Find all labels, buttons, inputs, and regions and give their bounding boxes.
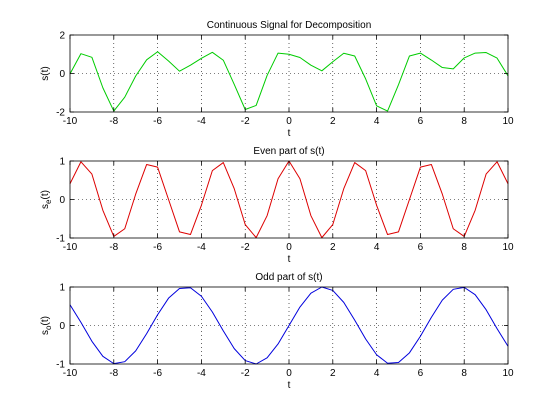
x-tick-label: -2 — [241, 116, 250, 127]
y-axis-label: s(t) — [40, 66, 51, 80]
y-tick-label: 2 — [59, 31, 65, 42]
y-tick-label: -2 — [56, 108, 65, 119]
x-tick-label: 8 — [461, 368, 467, 379]
x-tick-label: 6 — [418, 368, 424, 379]
x-tick-label: -2 — [241, 368, 250, 379]
x-tick-label: 6 — [418, 242, 424, 253]
y-tick-label: 0 — [59, 69, 65, 80]
x-tick-label: -4 — [197, 368, 206, 379]
x-tick-label: 2 — [330, 368, 336, 379]
series-line — [69, 286, 509, 365]
x-tick-label: 0 — [286, 242, 292, 253]
x-tick-label: -8 — [109, 116, 118, 127]
x-tick-label: 8 — [461, 116, 467, 127]
y-tick-label: 0 — [59, 195, 65, 206]
subplot-1: -10 -8 -6 -4 -2 0 2 4 6 8 10 -2 0 2 Continuous Signal … — [40, 20, 514, 139]
x-tick-label: -10 — [63, 368, 78, 379]
y-axis-label: so(t) — [40, 316, 53, 335]
x-tick-label: -4 — [197, 242, 206, 253]
y-tick-label: 1 — [59, 157, 65, 168]
y-tick-label: -1 — [56, 234, 65, 245]
x-tick-label: 2 — [330, 242, 336, 253]
series-line — [69, 51, 509, 112]
x-tick-label: 8 — [461, 242, 467, 253]
x-tick-label: -4 — [197, 116, 206, 127]
x-tick-label: 10 — [502, 368, 514, 379]
y-tick-label: 1 — [59, 283, 65, 294]
x-tick-label: 4 — [374, 368, 380, 379]
x-axis-label: t — [288, 254, 291, 265]
chart-title: Continuous Signal for Decomposition — [207, 20, 372, 31]
x-tick-label: -8 — [109, 242, 118, 253]
x-tick-label: 0 — [286, 368, 292, 379]
chart-title: Odd part of s(t) — [255, 272, 322, 283]
x-tick-label: 10 — [502, 242, 514, 253]
y-tick-label: -1 — [56, 360, 65, 371]
y-tick-label: 0 — [59, 321, 65, 332]
x-tick-label: 10 — [502, 116, 514, 127]
x-tick-label: -6 — [153, 368, 162, 379]
x-tick-label: -6 — [153, 116, 162, 127]
y-axis-label: se(t) — [40, 190, 53, 209]
x-tick-label: 0 — [286, 116, 292, 127]
x-tick-label: 4 — [374, 116, 380, 127]
x-axis-label: t — [288, 380, 291, 391]
chart-title: Even part of s(t) — [253, 146, 324, 157]
x-axis-label: t — [288, 128, 291, 139]
x-tick-label: -10 — [63, 242, 78, 253]
x-tick-label: -2 — [241, 242, 250, 253]
x-tick-label: 2 — [330, 116, 336, 127]
x-tick-label: -6 — [153, 242, 162, 253]
x-tick-label: 6 — [418, 116, 424, 127]
x-tick-label: 4 — [374, 242, 380, 253]
x-tick-label: -10 — [63, 116, 78, 127]
x-tick-label: -8 — [109, 368, 118, 379]
